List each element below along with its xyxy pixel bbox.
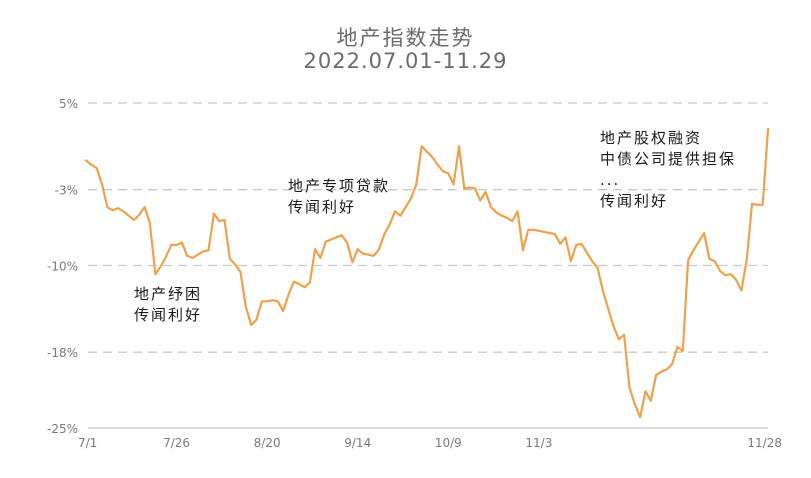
annotation-line: 地产纾困 xyxy=(134,285,203,303)
y-tick-label: -18% xyxy=(47,346,78,360)
annotation-line: 传闻利好 xyxy=(600,192,669,210)
x-tick-label: 8/20 xyxy=(254,436,281,450)
y-tick-label: 5% xyxy=(59,97,78,111)
y-tick-label: -3% xyxy=(55,184,78,198)
annotation-bailout: 地产纾困 传闻利好 xyxy=(134,284,202,326)
annotation-equity-financing: 地产股权融资 中债公司提供担保 ... 传闻利好 xyxy=(600,128,736,212)
annotation-line: 中债公司提供担保 xyxy=(600,150,737,168)
x-tick-label: 10/9 xyxy=(435,436,462,450)
series-line xyxy=(84,127,770,419)
y-tick-label: -10% xyxy=(47,260,78,274)
annotation-line: 地产专项贷款 xyxy=(288,177,391,195)
annotation-line: 传闻利好 xyxy=(288,198,357,216)
x-tick-label: 11/28 xyxy=(747,436,782,450)
x-tick-label: 7/26 xyxy=(163,436,190,450)
chart-title: 地产指数走势 xyxy=(336,26,475,50)
annotation-line: 传闻利好 xyxy=(134,306,203,324)
y-tick-label: -25% xyxy=(47,422,78,436)
chart-subtitle: 2022.07.01-11.29 xyxy=(303,49,508,73)
x-tick-label: 11/3 xyxy=(525,436,552,450)
x-tick-label: 7/1 xyxy=(78,436,97,450)
annotation-line: ... xyxy=(600,171,621,189)
annotation-special-loan: 地产专项贷款 传闻利好 xyxy=(288,176,390,218)
annotation-line: 地产股权融资 xyxy=(600,129,703,147)
x-tick-label: 9/14 xyxy=(344,436,371,450)
